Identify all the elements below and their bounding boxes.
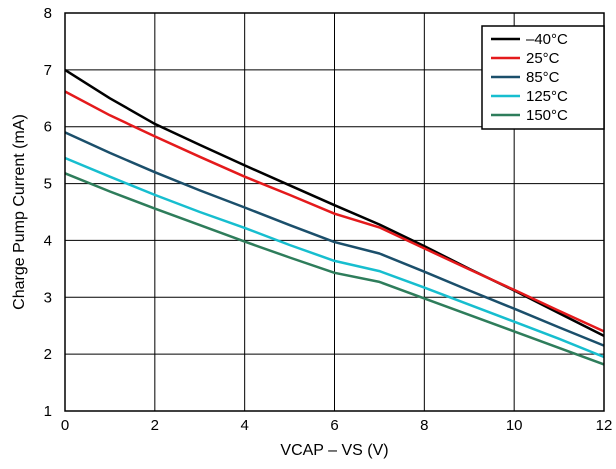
legend-label: 125°C [526,88,568,105]
series-lines [64,68,605,366]
series-line [64,90,605,333]
x-tick-label: 12 [596,417,613,434]
x-tick-label: 10 [506,417,523,434]
x-axis-title: VCAP – VS (V) [280,442,388,459]
y-tick-label: 7 [44,62,52,79]
y-tick-label: 2 [44,346,52,363]
legend-label: 150°C [526,107,568,124]
series-line [64,131,605,347]
legend-label: 85°C [526,69,560,86]
y-tick-label: 1 [44,403,52,420]
y-axis-title: Charge Pump Current (mA) [11,114,28,310]
series-line [64,172,605,366]
x-tick-label: 0 [61,417,69,434]
y-tick-label: 5 [44,176,52,193]
x-tick-label: 2 [151,417,159,434]
legend-label: 25°C [526,50,560,67]
series-line [64,156,605,359]
y-tick-label: 4 [44,232,52,249]
y-tick-label: 8 [44,5,52,22]
plot-frame [64,12,605,412]
x-tick-label: 4 [240,417,248,434]
y-tick-label: 3 [44,289,52,306]
x-tick-label: 8 [420,417,428,434]
y-tick-label: 6 [44,119,52,136]
legend-label: –40°C [526,31,568,48]
x-tick-label: 6 [330,417,338,434]
legend: –40°C 25°C 85°C 125°C 150°C [481,25,605,130]
